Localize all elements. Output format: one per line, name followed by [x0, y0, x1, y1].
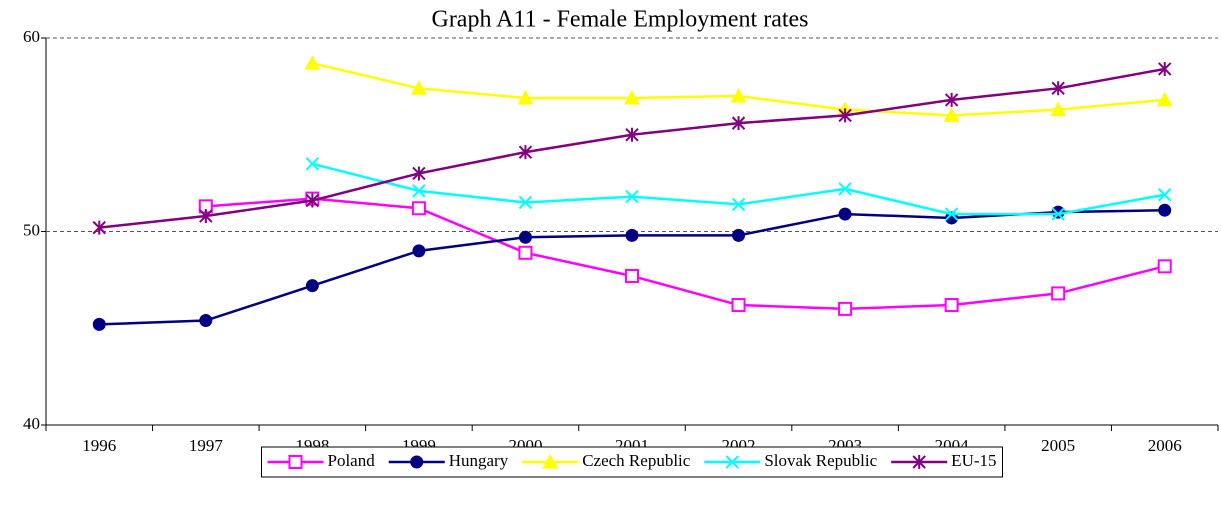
marker	[730, 87, 747, 103]
marker	[625, 269, 639, 284]
legend-label: Czech Republic	[582, 451, 691, 470]
marker	[838, 301, 853, 316]
marker	[912, 455, 926, 469]
marker	[838, 207, 852, 221]
legend-label: Slovak Republic	[764, 451, 877, 470]
marker	[410, 455, 424, 469]
marker	[288, 455, 303, 469]
marker	[944, 207, 959, 221]
marker	[517, 89, 534, 105]
marker	[944, 92, 959, 107]
marker	[1051, 81, 1065, 96]
series-line	[99, 208, 1165, 326]
y-tick-label: 50	[23, 220, 40, 239]
x-tick-label: 1997	[189, 436, 224, 455]
marker	[1158, 188, 1172, 202]
marker	[725, 455, 740, 469]
marker	[518, 245, 533, 260]
marker	[518, 230, 532, 244]
marker	[1157, 259, 1172, 274]
marker	[518, 195, 533, 210]
y-tick-label: 40	[23, 414, 40, 433]
marker	[305, 193, 320, 208]
marker	[92, 220, 106, 235]
legend-box	[260, 446, 1004, 478]
chart-title: Graph A11 - Female Employment rates	[431, 7, 808, 33]
x-tick-label: 1996	[82, 436, 116, 455]
x-tick-label: 2005	[1041, 436, 1075, 455]
marker	[412, 166, 426, 181]
marker	[731, 197, 746, 212]
marker	[944, 298, 959, 313]
marker	[542, 453, 559, 469]
marker	[199, 209, 213, 224]
marker	[412, 244, 426, 258]
marker	[1051, 207, 1065, 221]
marker	[304, 55, 321, 70]
legend-label: Hungary	[449, 451, 509, 470]
x-tick-label: 2006	[1148, 436, 1182, 455]
legend-item: Czech Republic	[522, 451, 691, 470]
marker	[199, 314, 213, 328]
marker	[943, 107, 960, 122]
marker	[411, 201, 426, 216]
series-line	[205, 197, 1166, 311]
marker	[625, 127, 639, 142]
marker	[305, 279, 319, 293]
marker	[1051, 286, 1066, 301]
marker	[92, 317, 106, 331]
marker	[1156, 91, 1173, 107]
legend-item: Poland	[267, 451, 375, 470]
legend-item: Slovak Republic	[704, 451, 878, 470]
marker	[1050, 101, 1067, 117]
marker	[305, 157, 320, 171]
legend-item: EU-15	[891, 451, 997, 470]
marker	[731, 298, 746, 313]
marker	[731, 116, 746, 131]
marker	[411, 80, 427, 95]
series-line	[312, 162, 1165, 216]
legend-label: Poland	[327, 451, 375, 470]
legend: Poland Hungary Czech Republic Slovak Republ…	[260, 446, 1004, 478]
marker	[732, 228, 746, 242]
y-tick-label: 60	[23, 27, 40, 46]
marker	[624, 89, 640, 105]
marker	[1158, 203, 1172, 217]
marker	[412, 184, 426, 198]
marker	[1158, 61, 1172, 76]
marker	[838, 108, 852, 123]
marker	[625, 189, 639, 204]
marker	[518, 145, 533, 160]
marker	[838, 182, 852, 196]
legend-item: Hungary	[388, 451, 509, 470]
marker	[625, 228, 639, 242]
legend-label: EU-15	[951, 451, 996, 470]
